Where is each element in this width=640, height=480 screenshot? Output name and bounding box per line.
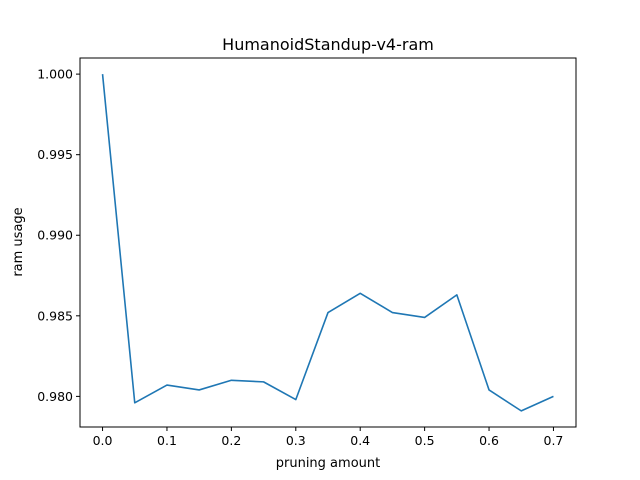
x-tick-label: 0.1 [157, 433, 177, 448]
plot-area [101, 74, 554, 412]
x-tick-label: 0.6 [479, 433, 499, 448]
series-line [101, 74, 554, 412]
x-tick-label: 0.4 [350, 433, 370, 448]
y-tick-label: 0.980 [37, 389, 73, 404]
y-axis-label: ram usage [11, 207, 26, 276]
y-axis: 0.980 0.985 0.990 0.995 1.000 [37, 67, 80, 404]
y-tick-label: 0.995 [37, 147, 73, 162]
chart-title: HumanoidStandup-v4-ram [222, 35, 434, 54]
y-tick-label: 1.000 [37, 67, 73, 82]
x-tick-label: 0.5 [415, 433, 435, 448]
x-axis: 0.0 0.1 0.2 0.3 0.4 0.5 0.6 0.7 [93, 427, 564, 448]
x-axis-label: pruning amount [276, 456, 380, 471]
y-tick-label: 0.985 [37, 308, 73, 323]
x-tick-label: 0.0 [93, 433, 113, 448]
x-tick-label: 0.7 [544, 433, 564, 448]
x-tick-label: 0.3 [286, 433, 306, 448]
x-tick-label: 0.2 [221, 433, 241, 448]
plot-frame [79, 57, 577, 428]
y-tick-label: 0.990 [37, 228, 73, 243]
